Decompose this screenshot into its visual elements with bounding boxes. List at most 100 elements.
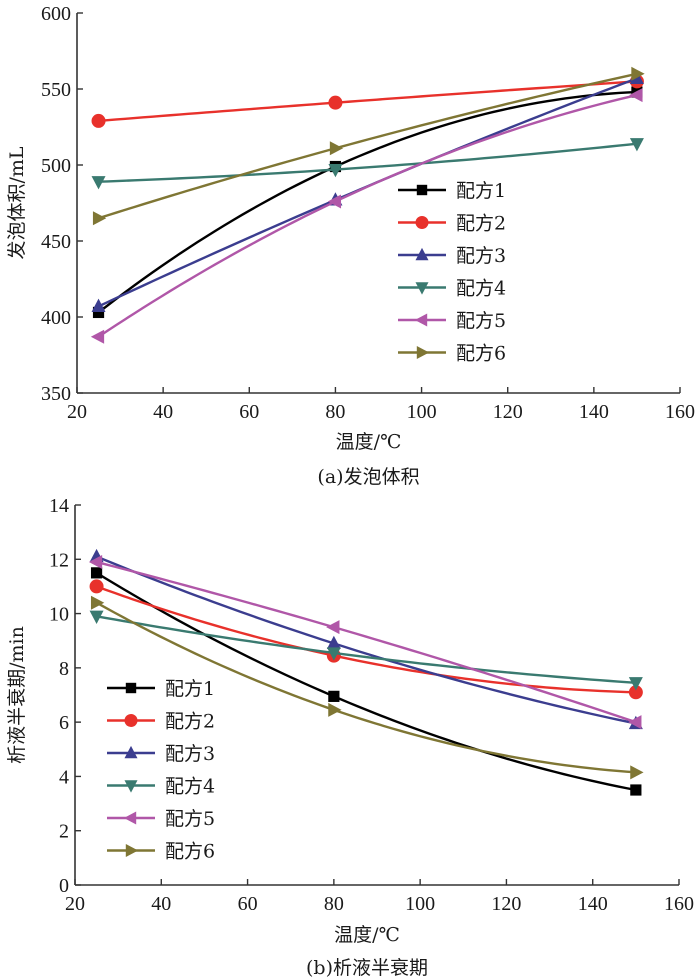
data-point [630, 765, 644, 780]
legend-item: 配方5 [107, 808, 215, 830]
legend: 配方1 配方2 配方3 配方4 配方5 配方6 [107, 678, 215, 863]
legend-marker [416, 346, 430, 359]
data-point [328, 702, 342, 717]
data-point [630, 784, 642, 796]
series-line [96, 615, 636, 684]
x-tick-label: 140 [578, 893, 608, 915]
series-5 [88, 555, 642, 730]
legend-item: 配方1 [107, 678, 215, 700]
x-tick-label: 120 [493, 401, 523, 423]
x-tick-label: 100 [405, 893, 435, 915]
data-point [91, 113, 106, 128]
data-point [326, 647, 341, 661]
data-point [92, 306, 105, 319]
legend-marker [124, 745, 138, 759]
data-point [326, 620, 340, 635]
y-tick-label: 8 [59, 658, 69, 680]
x-tick-label: 60 [239, 401, 259, 423]
legend-marker [416, 184, 428, 196]
legend-item: 配方2 [398, 213, 506, 235]
data-point [91, 298, 106, 312]
data-point [92, 211, 107, 226]
y-tick-label: 500 [41, 155, 71, 177]
legend-label: 配方1 [456, 180, 506, 202]
legend: 配方1 配方2 配方3 配方4 配方5 配方6 [398, 180, 506, 365]
legend-label: 配方5 [456, 310, 506, 332]
series-line [98, 72, 638, 220]
data-point [328, 95, 343, 110]
y-axis-title: 发泡体积/mL [6, 146, 28, 259]
x-tick-label: 80 [325, 401, 345, 423]
legend-marker [125, 844, 139, 857]
y-tick-label: 12 [49, 549, 69, 571]
x-tick-label: 160 [665, 401, 695, 423]
series-6 [92, 66, 645, 226]
series-line [98, 80, 638, 123]
data-point [328, 690, 340, 702]
legend-item: 配方6 [398, 343, 506, 365]
series-line [96, 555, 637, 725]
legend-item: 配方3 [398, 245, 506, 267]
data-point [628, 685, 643, 700]
legend-label: 配方4 [456, 278, 506, 300]
data-point [628, 677, 643, 691]
legend-item: 配方2 [107, 711, 215, 733]
data-point [327, 194, 342, 209]
y-tick-label: 2 [59, 821, 69, 843]
y-tick-label: 0 [59, 875, 69, 897]
series-line [95, 601, 636, 774]
legend-label: 配方2 [165, 711, 215, 733]
data-point [329, 141, 344, 156]
legend-label: 配方5 [165, 808, 215, 830]
y-tick-label: 350 [41, 383, 71, 405]
legend-label: 配方1 [165, 678, 215, 700]
x-tick-label: 60 [238, 893, 258, 915]
legend-label: 配方4 [165, 776, 215, 798]
series-1 [92, 86, 643, 319]
legend-marker [125, 682, 137, 694]
series-4 [89, 610, 643, 691]
chart-panel-a: 350 400 450 500 550 600 20 40 60 80 100 120 140 160 温度… [6, 3, 695, 488]
y-tick-label: 14 [49, 495, 69, 517]
x-tick-label: 80 [324, 893, 344, 915]
series-1 [90, 567, 642, 796]
legend-marker [123, 811, 137, 825]
y-tick-label: 600 [41, 3, 71, 25]
legend-item: 配方3 [107, 743, 215, 765]
data-point [326, 635, 341, 650]
y-tick-label: 400 [41, 307, 71, 329]
legend-label: 配方6 [165, 841, 215, 863]
figure-caption: (b)析液半衰期 [306, 957, 428, 979]
legend-label: 配方3 [456, 245, 506, 267]
series-line [98, 142, 638, 183]
legend-label: 配方2 [456, 213, 506, 235]
series-line [97, 90, 637, 314]
data-point [89, 579, 104, 594]
legend-item: 配方1 [398, 180, 506, 202]
legend-marker [415, 216, 429, 229]
series-4 [91, 138, 644, 190]
legend-marker [415, 282, 429, 295]
series-line [96, 585, 636, 694]
legend-marker [415, 247, 429, 261]
x-tick-label: 20 [67, 401, 87, 423]
data-point [90, 567, 103, 579]
series-3 [89, 548, 643, 730]
series-6 [90, 595, 644, 780]
data-point [91, 176, 106, 190]
y-tick-label: 10 [49, 604, 69, 626]
data-point [629, 138, 644, 152]
x-axis-title: 温度/℃ [334, 924, 400, 946]
x-tick-label: 20 [65, 893, 85, 915]
series-3 [91, 70, 644, 312]
y-axis-title: 析液半衰期/min [6, 626, 28, 764]
series-5 [90, 88, 643, 344]
series-line [95, 571, 637, 792]
data-point [90, 595, 105, 610]
data-point [89, 610, 104, 624]
data-point [90, 329, 105, 344]
x-tick-label: 160 [664, 893, 694, 915]
legend-marker [124, 780, 138, 793]
series-2 [91, 74, 644, 128]
